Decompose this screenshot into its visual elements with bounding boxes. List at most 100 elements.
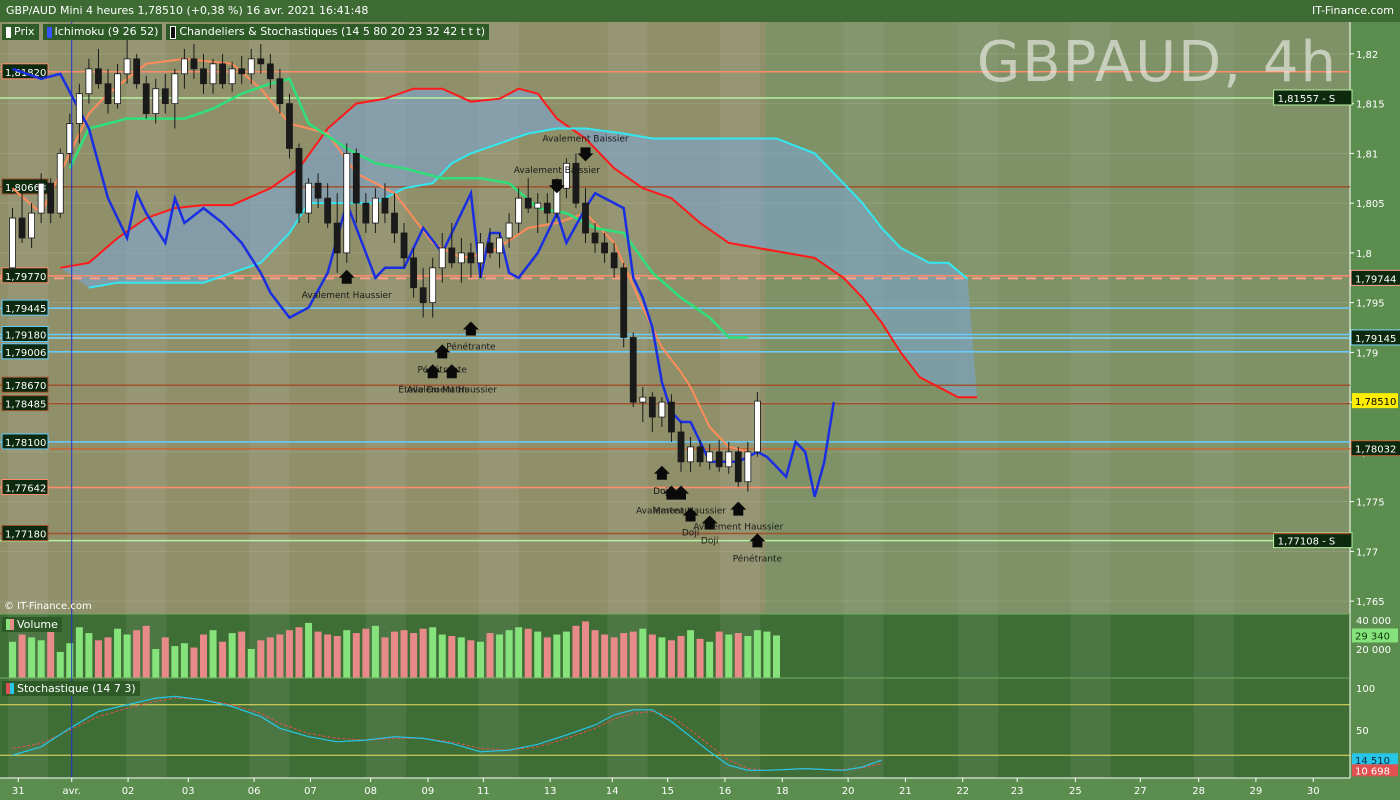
- arrow-up-icon: [434, 344, 451, 359]
- stochastic-k-line: [12, 695, 882, 771]
- x-tick-label: 29: [1250, 786, 1263, 797]
- candle-body: [324, 197, 332, 224]
- candle-body: [333, 222, 341, 254]
- level-label-box: [1, 299, 49, 316]
- y-tick-label: 1,81: [1356, 149, 1378, 160]
- volume-bar: [381, 637, 389, 678]
- volume-bar: [400, 630, 408, 678]
- volume-bar: [142, 625, 150, 678]
- stochastic-tick-label: 100: [1356, 684, 1375, 695]
- future-area: [765, 22, 1350, 614]
- candle-body: [95, 68, 102, 85]
- x-tick-label: 13: [544, 786, 557, 797]
- candle-body: [457, 252, 465, 264]
- x-tick-label: 25: [1069, 786, 1082, 797]
- level-label-box: [1273, 532, 1353, 549]
- x-tick-label: 06: [248, 786, 261, 797]
- session-band: [843, 22, 884, 778]
- arrow-up-icon: [653, 465, 670, 480]
- volume-bar: [687, 630, 695, 678]
- candle-body: [477, 242, 484, 264]
- candle-body: [228, 68, 236, 85]
- arrow-up-icon: [701, 515, 718, 530]
- pattern-label: Avalement Haussier: [636, 507, 726, 517]
- volume-bar: [515, 627, 523, 678]
- legend-candles[interactable]: Chandeliers & Stochastiques (14 5 80 20 …: [166, 24, 490, 40]
- y-tick-label: 1,815: [1356, 100, 1385, 111]
- level-label-box: [1, 267, 49, 284]
- level-label-box: [1, 63, 49, 80]
- volume-bar: [677, 635, 685, 678]
- candle-body: [620, 267, 628, 338]
- volume-bar: [591, 630, 599, 678]
- volume-bar: [543, 637, 551, 678]
- ichimoku-cloud: [60, 88, 978, 398]
- pattern-label: Avalement Baissier: [542, 134, 629, 144]
- x-tick-label: avr.: [62, 786, 80, 797]
- candle-body: [648, 396, 656, 418]
- y-tick-label: 1,775: [1356, 498, 1385, 509]
- candle-body: [496, 237, 503, 254]
- volume-bar: [114, 628, 122, 678]
- candle-body: [28, 212, 36, 239]
- volume-bar: [352, 633, 360, 678]
- volume-bar: [629, 631, 637, 678]
- candle-body: [400, 232, 408, 259]
- pattern-label: Pénétrante: [446, 342, 496, 353]
- candle-body: [152, 88, 160, 114]
- pattern-label: Avalement Haussier: [693, 523, 783, 533]
- brand-link[interactable]: IT-Finance.com: [1312, 4, 1394, 17]
- pattern-label: Avalement Haussier: [407, 385, 497, 395]
- symbol-info: GBP/AUD Mini 4 heures 1,78510 (+0,38 %) …: [6, 4, 369, 17]
- volume-bar: [562, 631, 570, 678]
- candle-body: [543, 202, 551, 214]
- candle-body: [524, 197, 532, 209]
- x-tick-label: 16: [719, 786, 732, 797]
- volume-bar: [152, 649, 160, 678]
- level-label-box: [1, 524, 49, 541]
- legend-ichimoku[interactable]: Ichimoku (9 26 52): [42, 24, 163, 40]
- candle-body: [486, 242, 494, 254]
- volume-bar: [56, 651, 64, 678]
- legend-price[interactable]: Prix: [2, 24, 39, 40]
- volume-bar: [744, 635, 752, 678]
- candle-body: [286, 103, 293, 149]
- candle-body: [56, 152, 64, 214]
- level-label: 1,77642: [5, 484, 46, 495]
- volume-bar: [285, 630, 293, 678]
- candle-body: [314, 182, 322, 199]
- session-band: [1070, 22, 1111, 778]
- arrow-up-icon: [673, 485, 689, 500]
- volume-panel-tag[interactable]: Volume: [2, 617, 62, 632]
- level-label: 1,79744: [1355, 274, 1396, 285]
- candle-body: [305, 182, 312, 214]
- volume-swatch-icon: [6, 619, 14, 630]
- volume-bar: [553, 634, 561, 678]
- volume-bar: [314, 631, 322, 678]
- level-label-box: [1, 325, 49, 342]
- pattern-label: Avalement Haussier: [302, 291, 392, 301]
- candle-body: [668, 401, 675, 433]
- candle-body: [123, 58, 131, 75]
- volume-tick-label: 40 000: [1356, 616, 1391, 627]
- y-tick-label: 1,82: [1356, 50, 1378, 61]
- candle-body: [133, 58, 141, 85]
- candle-body: [582, 202, 589, 234]
- stochastic-panel-tag[interactable]: Stochastique (14 7 3): [2, 681, 140, 696]
- candle-body: [219, 63, 227, 85]
- session-band: [957, 22, 999, 778]
- x-tick-label: 27: [1134, 786, 1147, 797]
- x-tick-label: 07: [304, 786, 317, 797]
- volume-bar: [725, 634, 733, 678]
- senkou-a-line: [60, 87, 978, 399]
- candle-body: [687, 446, 694, 463]
- candle-body: [75, 93, 83, 124]
- volume-bar: [410, 633, 418, 678]
- level-label: 1,78485: [5, 400, 46, 411]
- level-label: 1,79006: [5, 348, 46, 359]
- candle-body: [47, 182, 55, 214]
- volume-bar: [639, 628, 647, 678]
- volume-bar: [534, 631, 542, 678]
- candle-body: [658, 401, 666, 418]
